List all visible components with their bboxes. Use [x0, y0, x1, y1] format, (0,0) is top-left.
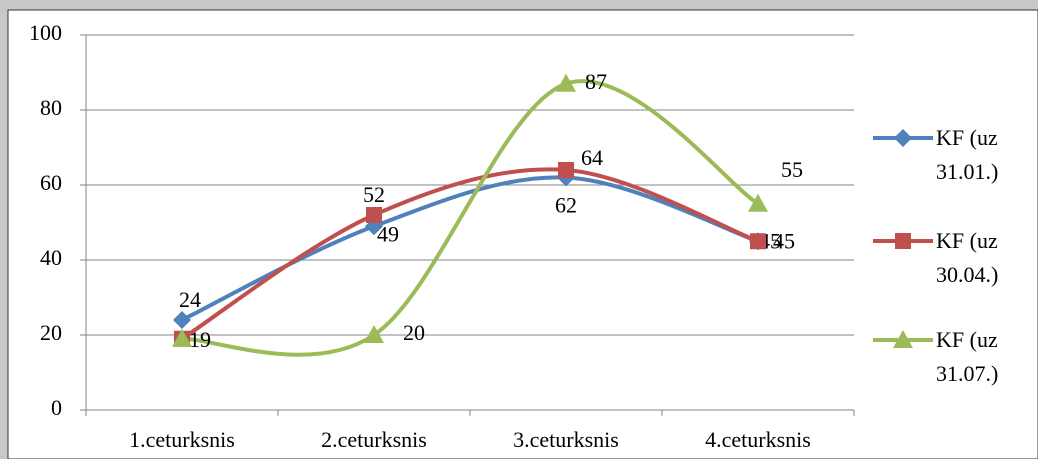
- data-label: 49: [377, 221, 399, 246]
- y-tick-label: 100: [29, 20, 62, 45]
- data-point: [366, 207, 382, 223]
- data-label: 87: [585, 69, 607, 94]
- data-point: [173, 311, 191, 329]
- legend-label: KF (uz 31.07.): [936, 327, 999, 386]
- line-series: [180, 167, 759, 341]
- data-point: [748, 193, 768, 212]
- data-label: 52: [363, 182, 385, 207]
- y-tick-label: 0: [51, 395, 62, 420]
- y-tick-label: 40: [40, 245, 62, 270]
- data-point: [172, 328, 192, 347]
- data-point: [364, 325, 384, 343]
- data-label: 55: [781, 157, 803, 182]
- x-tick-label: 4.ceturksnis: [705, 427, 811, 452]
- data-label: 62: [555, 193, 577, 218]
- line-series: [181, 175, 759, 322]
- legend-marker: [894, 129, 912, 147]
- legend-marker: [893, 330, 913, 348]
- y-tick-label: 60: [40, 170, 62, 195]
- x-tick-label: 1.ceturksnis: [129, 427, 235, 452]
- legend-marker: [895, 233, 911, 249]
- data-label: 20: [403, 320, 425, 345]
- data-point: [558, 162, 574, 178]
- data-point: [750, 233, 766, 250]
- data-label: 45: [773, 228, 795, 253]
- y-tick-label: 20: [40, 320, 62, 345]
- x-tick-label: 2.ceturksnis: [321, 427, 427, 452]
- chart-area: [7, 9, 1038, 459]
- data-label: 24: [179, 287, 201, 312]
- y-tick-label: 80: [40, 95, 62, 120]
- data-label: 19: [189, 327, 211, 352]
- line-series: [181, 79, 760, 357]
- legend-label: KF (uz 31.01.): [936, 125, 999, 184]
- data-label: 64: [581, 145, 603, 170]
- legend-label: KF (uz 30.04.): [936, 228, 999, 287]
- data-point: [556, 73, 576, 92]
- x-tick-label: 3.ceturksnis: [513, 427, 619, 452]
